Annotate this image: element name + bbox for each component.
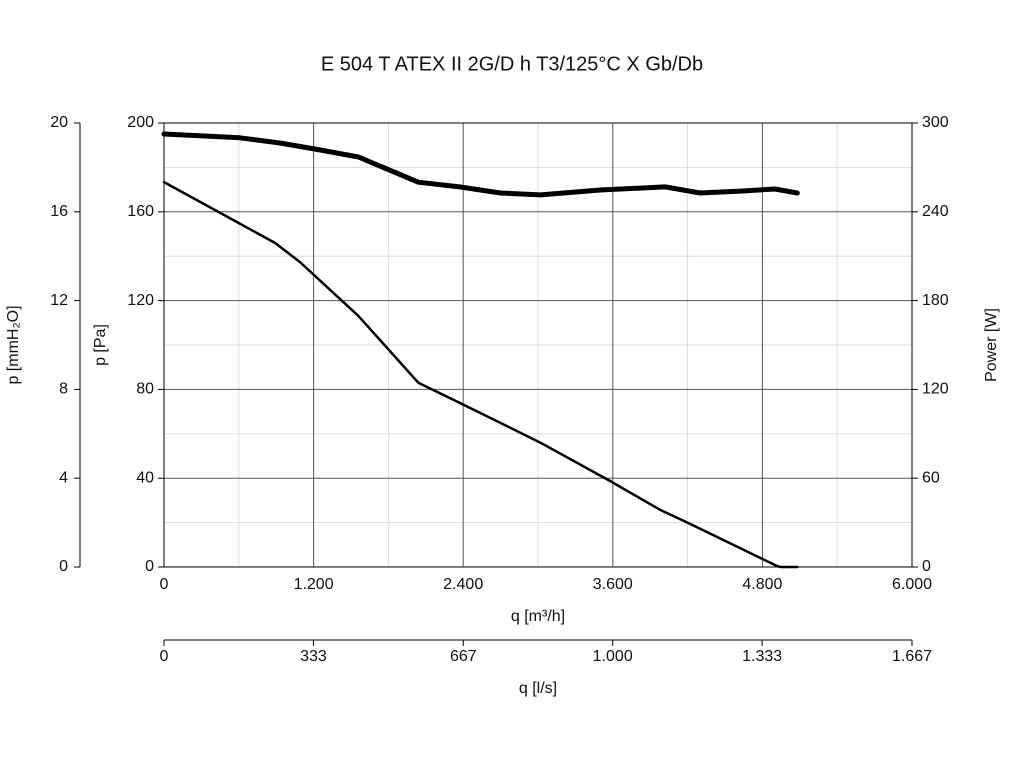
x2-axis-label: q [l/s]: [519, 680, 557, 697]
y3-tick-label: 20: [50, 114, 68, 131]
x-tick-label: 4.800: [742, 576, 782, 593]
plot-frame: [163, 122, 913, 568]
y3-tick-label: 12: [50, 292, 68, 309]
y3-axis-label: p [mmH₂O]: [5, 305, 22, 384]
y3-tick-label: 0: [59, 558, 68, 575]
x2-tick-label: 1.333: [742, 648, 782, 665]
y2-tick-label: 180: [922, 292, 949, 309]
x-tick-label: 1.200: [294, 576, 334, 593]
x2-tick-label: 1.000: [593, 648, 633, 665]
y2-tick-label: 0: [922, 558, 931, 575]
curve: [161, 131, 800, 198]
x-tick-label: 6.000: [892, 576, 932, 593]
x2-tick-label: 333: [300, 648, 327, 665]
y3-tick-label: 8: [59, 381, 68, 398]
y-tick-label: 0: [145, 558, 154, 575]
y3-tick-label: 16: [50, 203, 68, 220]
y3-tick-label: 4: [59, 469, 68, 486]
y-tick-label: 160: [127, 203, 154, 220]
y2-tick-label: 240: [922, 203, 949, 220]
y-tick-label: 80: [136, 381, 154, 398]
y2-tick-label: 300: [922, 114, 949, 131]
x-tick-label: 3.600: [593, 576, 633, 593]
x-tick-label: 2.400: [443, 576, 483, 593]
y-tick-label: 40: [136, 469, 154, 486]
y-tick-label: 200: [127, 114, 154, 131]
x2-tick-label: 0: [160, 648, 169, 665]
chart-title: E 504 T ATEX II 2G/D h T3/125°C X Gb/Db: [321, 53, 703, 75]
y-axis-label: p [Pa]: [92, 324, 109, 366]
x-axis-label: q [m³/h]: [511, 608, 565, 625]
y2-axis-label: Power [W]: [983, 308, 1000, 382]
y2-tick-label: 60: [922, 469, 940, 486]
x2-tick-label: 667: [450, 648, 477, 665]
x-tick-label: 0: [160, 576, 169, 593]
y2-tick-label: 120: [922, 381, 949, 398]
y-tick-label: 120: [127, 292, 154, 309]
x2-tick-label: 1.667: [892, 648, 932, 665]
curve: [162, 180, 799, 569]
